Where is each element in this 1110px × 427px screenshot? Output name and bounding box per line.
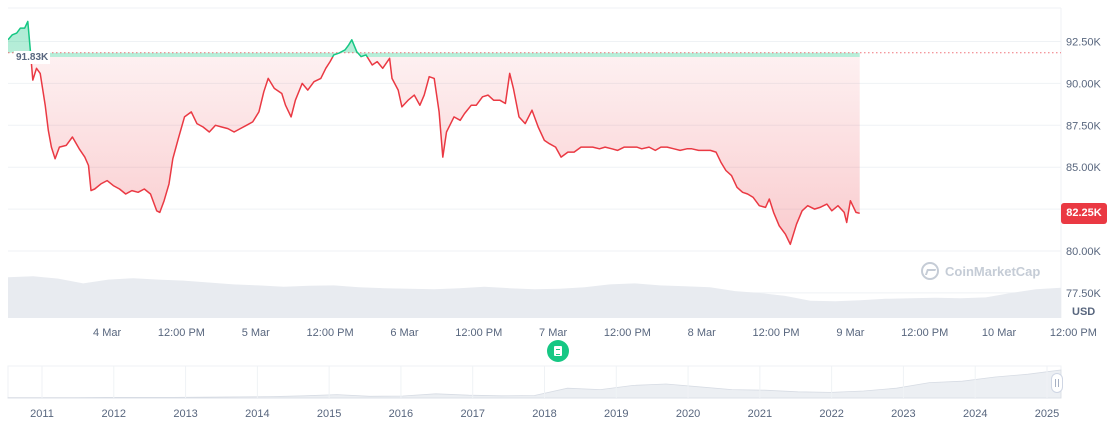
news-document-icon [554, 346, 562, 356]
coinmarketcap-watermark: CoinMarketCap [921, 262, 1040, 280]
y-tick-label: 85.00K [1066, 162, 1102, 174]
x-tick-label: 7 Mar [539, 327, 567, 339]
current-price-tag: 82.25K [1061, 203, 1107, 224]
watermark-text: CoinMarketCap [945, 263, 1041, 279]
x-tick-label: 12:00 PM [901, 327, 948, 339]
x-tick-label: 6 Mar [390, 327, 418, 339]
navigator-year-label: 2020 [676, 408, 700, 420]
range-navigator[interactable]: 2011 2012 2013 2014 2015 2016 2017 2018 2019 2020… [7, 365, 1062, 420]
y-tick-label: 87.50K [1066, 120, 1102, 132]
y-tick-label: 77.50K [1066, 288, 1102, 300]
x-tick-label: 8 Mar [688, 327, 716, 339]
range-handle[interactable] [1051, 373, 1063, 393]
news-marker-button[interactable] [547, 340, 569, 362]
y-tick-label: 80.00K [1066, 246, 1102, 258]
navigator-history-area [7, 369, 1062, 399]
x-tick-label: 12:00 PM [1050, 327, 1097, 339]
volume-area-shape [8, 276, 1061, 318]
x-tick-label: 12:00 PM [307, 327, 354, 339]
navigator-year-label: 2012 [102, 408, 126, 420]
price-area-below-open [30, 57, 860, 245]
x-tick-label: 12:00 PM [604, 327, 651, 339]
x-tick-label: 9 Mar [836, 327, 864, 339]
open-price-label: 91.83K [14, 51, 51, 64]
navigator-year-label: 2016 [389, 408, 413, 420]
coinmarketcap-logo-icon [921, 262, 939, 280]
x-tick-label: 12:00 PM [158, 327, 205, 339]
y-axis: 77.50K80.00K82.50K85.00K87.50K90.00K92.5… [1066, 37, 1102, 300]
x-tick-label: 4 Mar [93, 327, 121, 339]
navigator-year-label: 2024 [963, 408, 987, 420]
navigator-year-label: 2015 [317, 408, 341, 420]
navigator-year-label: 2021 [748, 408, 772, 420]
y-tick-label: 92.50K [1066, 37, 1102, 49]
x-tick-label: 10 Mar [982, 327, 1017, 339]
price-line-down [30, 57, 860, 246]
volume-area [8, 276, 1061, 318]
navigator-year-label: 2014 [245, 408, 269, 420]
y-tick-label: 90.00K [1066, 78, 1102, 90]
navigator-year-label: 2013 [173, 408, 197, 420]
navigator-year-label: 2022 [819, 408, 843, 420]
navigator-year-label: 2017 [460, 408, 484, 420]
x-tick-label: 5 Mar [242, 327, 270, 339]
price-area-above-open [8, 21, 860, 57]
navigator-year-label: 2018 [532, 408, 556, 420]
range-handle-icon [1055, 379, 1056, 387]
navigator-year-label: 2019 [604, 408, 628, 420]
x-tick-label: 12:00 PM [455, 327, 502, 339]
navigator-year-label: 2023 [891, 408, 915, 420]
currency-label: USD [1072, 306, 1096, 318]
navigator-year-label: 2011 [30, 408, 54, 420]
x-axis: 4 Mar 12:00 PM 5 Mar 12:00 PM 6 Mar 12:00 PM 7… [93, 327, 1097, 339]
x-tick-label: 12:00 PM [753, 327, 800, 339]
navigator-year-label: 2025 [1035, 408, 1059, 420]
